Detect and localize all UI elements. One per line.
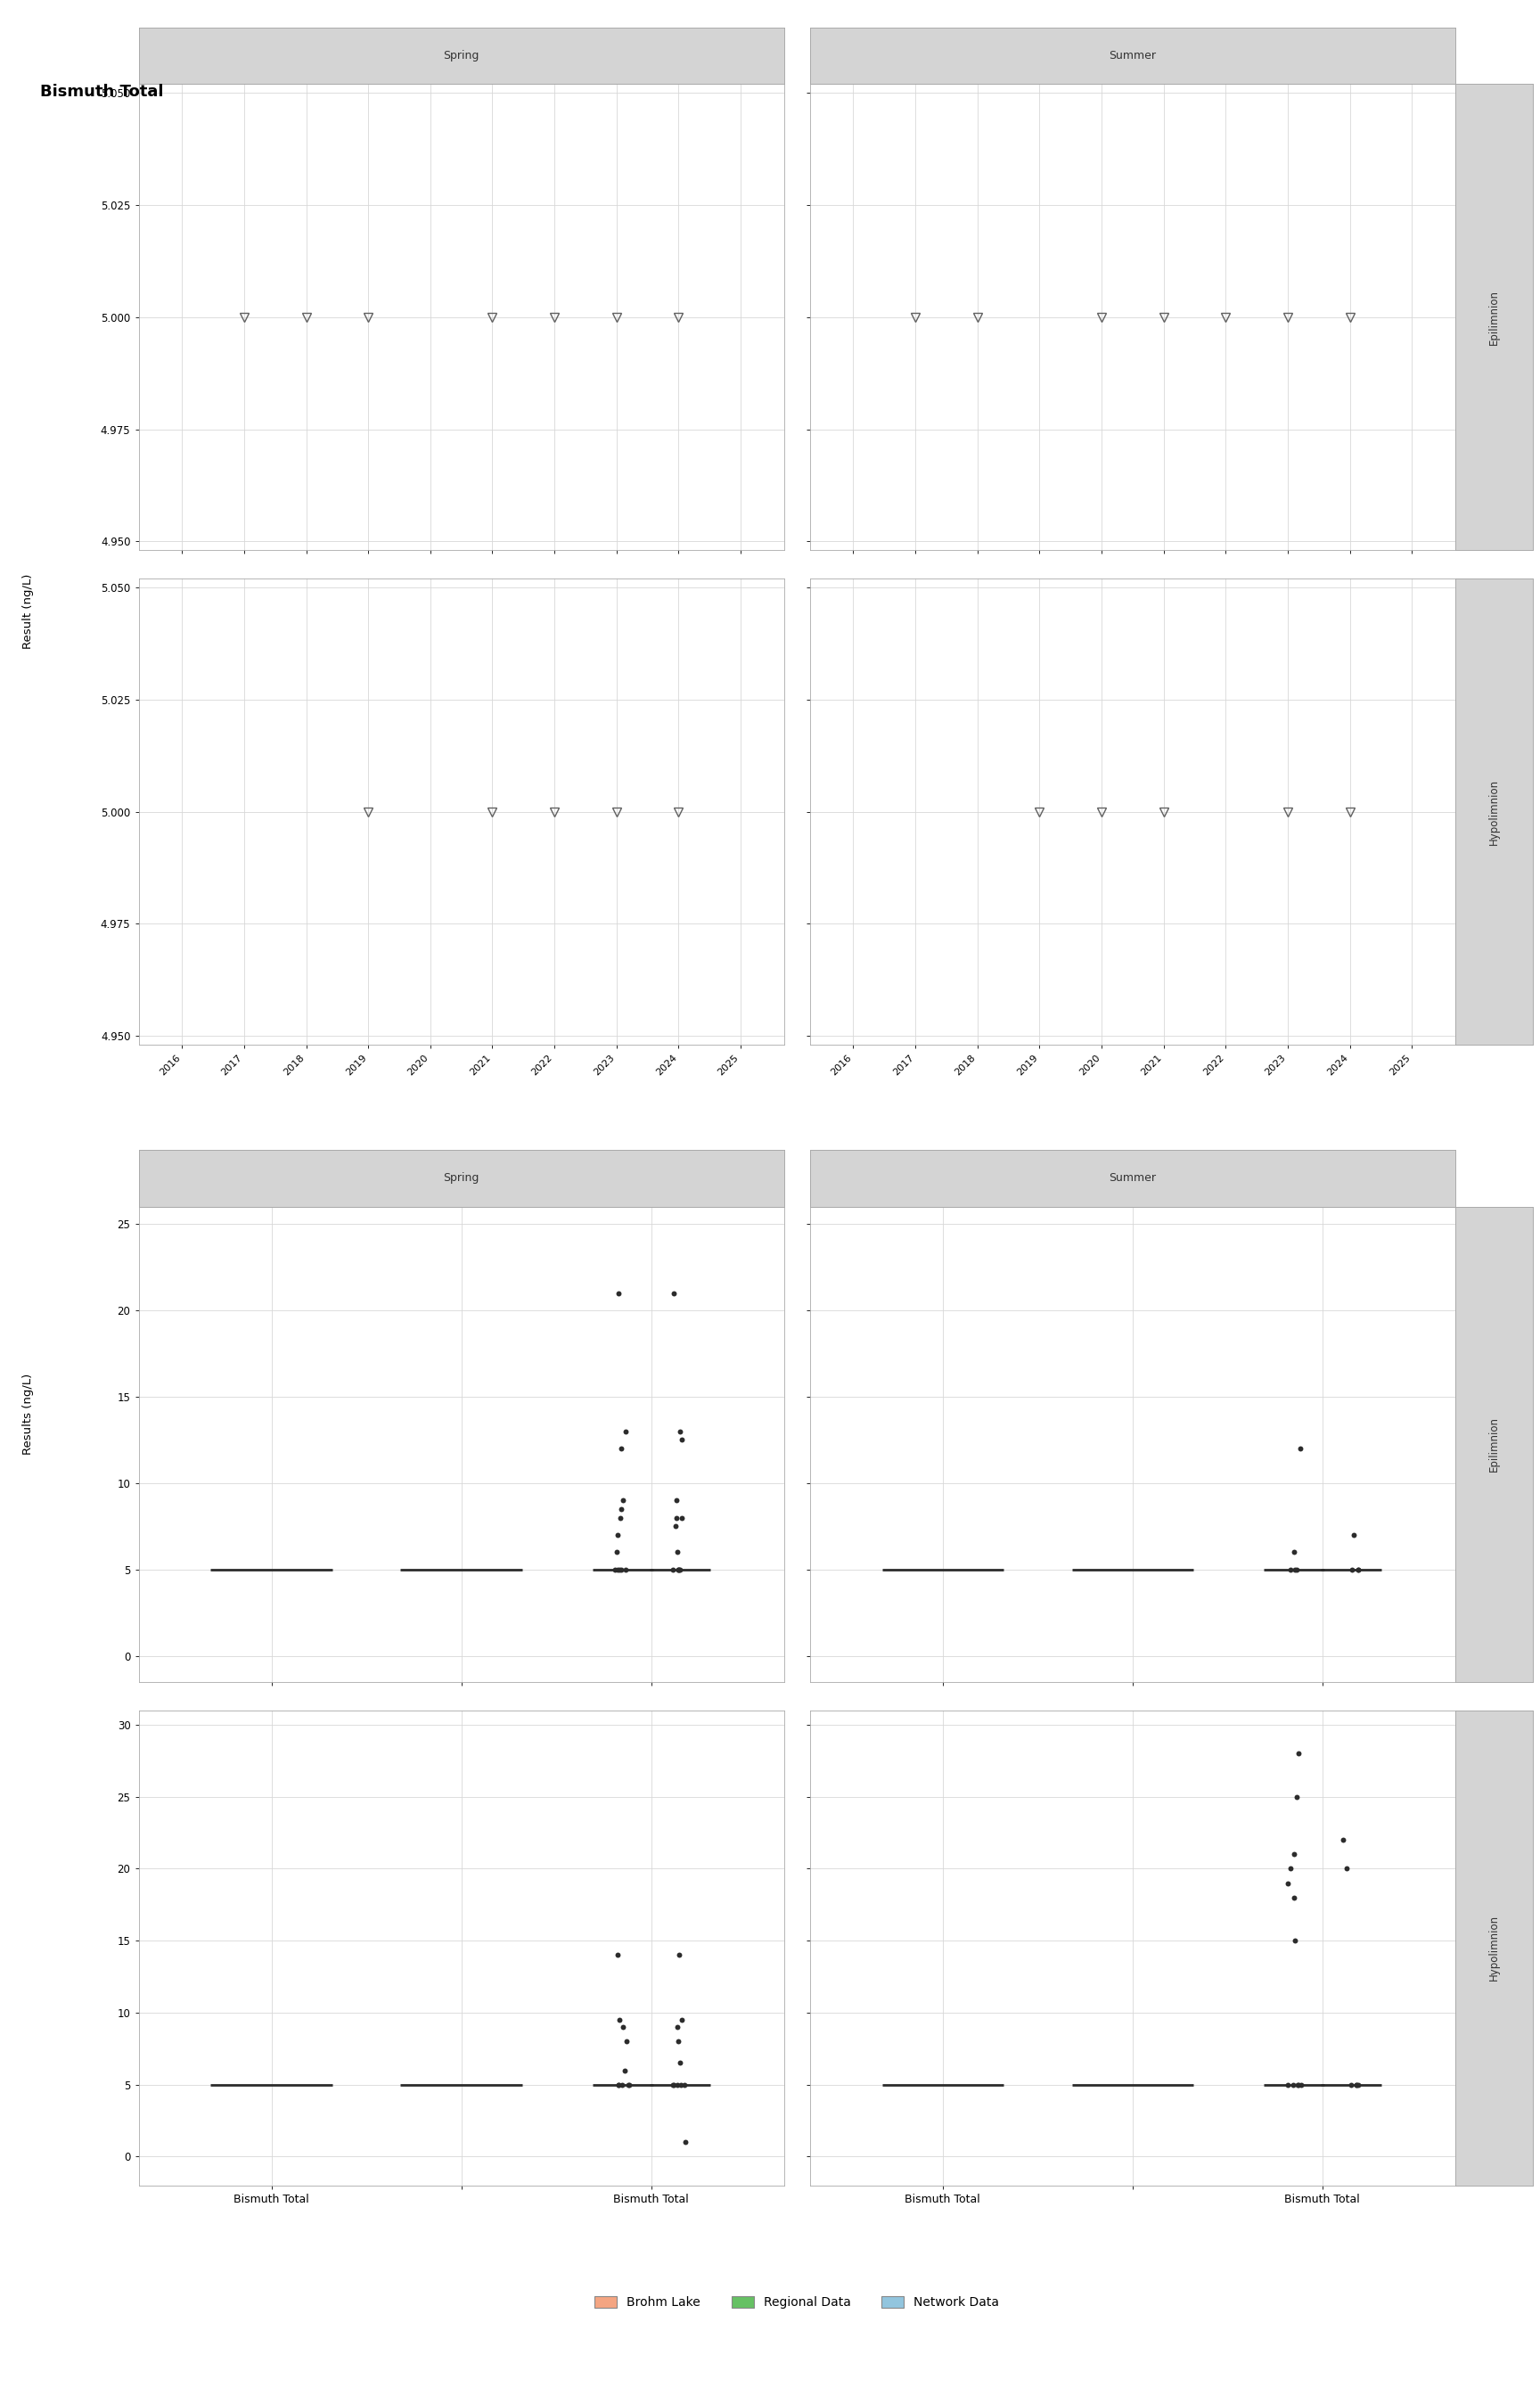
Point bbox=[1283, 1922, 1307, 1960]
Point bbox=[1287, 1430, 1312, 1469]
Point bbox=[602, 1550, 627, 1589]
Point bbox=[670, 2001, 695, 2039]
Point bbox=[1340, 2065, 1364, 2104]
Point bbox=[661, 2065, 685, 2104]
Point bbox=[1275, 1864, 1300, 1902]
Point bbox=[1284, 1778, 1309, 1816]
Point bbox=[671, 2065, 696, 2104]
Point bbox=[613, 1411, 638, 1450]
Point bbox=[605, 1936, 630, 1974]
Point bbox=[605, 1550, 630, 1589]
Point bbox=[1286, 2065, 1311, 2104]
Text: Bismuth Total: Bismuth Total bbox=[40, 84, 163, 101]
Point bbox=[665, 2065, 690, 2104]
Point bbox=[667, 1550, 691, 1589]
Point bbox=[1344, 2065, 1369, 2104]
Point bbox=[1286, 1735, 1311, 1773]
Point bbox=[1346, 1550, 1371, 1589]
Point bbox=[1341, 1517, 1366, 1555]
Point bbox=[1275, 2065, 1300, 2104]
Point bbox=[605, 1275, 630, 1313]
Text: Comparison with Network Data: Comparison with Network Data bbox=[139, 1160, 420, 1176]
Point bbox=[1344, 2065, 1369, 2104]
Point bbox=[665, 2008, 690, 2046]
Point bbox=[1346, 2065, 1371, 2104]
Point bbox=[1284, 2065, 1309, 2104]
Point bbox=[610, 1430, 634, 1469]
Point bbox=[667, 1936, 691, 1974]
Point bbox=[608, 1498, 633, 1536]
Point bbox=[610, 2065, 634, 2104]
Point bbox=[605, 1517, 630, 1555]
Point bbox=[1335, 1850, 1360, 1888]
Point bbox=[611, 2051, 636, 2089]
Point bbox=[616, 2065, 641, 2104]
Point bbox=[664, 1481, 688, 1519]
Text: Results (ng/L): Results (ng/L) bbox=[22, 1373, 34, 1454]
Point bbox=[616, 2065, 641, 2104]
Point bbox=[611, 2008, 636, 2046]
Point bbox=[667, 1550, 691, 1589]
Point bbox=[1281, 1878, 1306, 1917]
Point bbox=[1346, 1550, 1371, 1589]
Point bbox=[607, 2065, 631, 2104]
Point bbox=[661, 1550, 685, 1589]
Point bbox=[1283, 1550, 1307, 1589]
Point bbox=[604, 1533, 628, 1572]
Point bbox=[665, 1533, 690, 1572]
Point bbox=[605, 2065, 630, 2104]
Point bbox=[662, 1507, 687, 1545]
Point bbox=[1284, 1550, 1309, 1589]
Point bbox=[614, 2022, 639, 2061]
Legend: Brohm Lake, Regional Data, Network Data: Brohm Lake, Regional Data, Network Data bbox=[594, 2295, 999, 2310]
Point bbox=[668, 2065, 693, 2104]
Point bbox=[1281, 1835, 1306, 1874]
Point bbox=[661, 2065, 685, 2104]
Point bbox=[1278, 1550, 1303, 1589]
Point bbox=[1340, 1550, 1364, 1589]
Point bbox=[611, 1481, 636, 1519]
Point bbox=[1281, 1533, 1306, 1572]
Point bbox=[670, 1421, 695, 1459]
Point bbox=[1281, 2065, 1306, 2104]
Point bbox=[673, 2123, 698, 2161]
Point bbox=[662, 1275, 687, 1313]
Point bbox=[1331, 1821, 1355, 1859]
Point bbox=[1289, 2065, 1314, 2104]
Point bbox=[607, 2001, 631, 2039]
Point bbox=[668, 1411, 693, 1450]
Point bbox=[668, 1498, 693, 1536]
Point bbox=[664, 1498, 688, 1536]
Point bbox=[667, 1550, 691, 1589]
Text: Result (ng/L): Result (ng/L) bbox=[22, 573, 34, 649]
Point bbox=[614, 1550, 639, 1589]
Point bbox=[668, 2044, 693, 2082]
Point bbox=[1278, 1850, 1303, 1888]
Point bbox=[610, 1550, 634, 1589]
Point bbox=[667, 2022, 691, 2061]
Point bbox=[608, 1490, 633, 1529]
Point bbox=[668, 1550, 693, 1589]
Point bbox=[607, 1550, 631, 1589]
